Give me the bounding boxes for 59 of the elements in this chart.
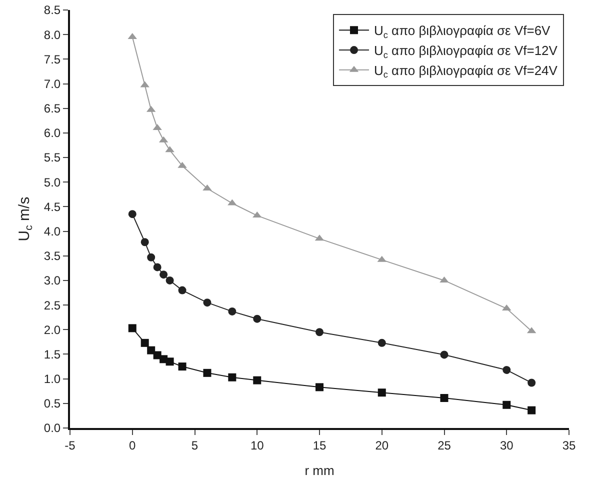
- point: [528, 378, 536, 387]
- point: [502, 400, 511, 409]
- y-tick-label: 8.5: [44, 3, 61, 18]
- point: [253, 376, 262, 384]
- x-tick-label: 5: [191, 438, 198, 452]
- y-tick-label: 6.5: [44, 102, 61, 116]
- legend-label: U$_{c}$ απο βιβλιογραφία σε Vf=12V: [374, 43, 558, 60]
- point: [178, 362, 186, 371]
- x-tick-label: 0: [129, 438, 136, 452]
- point: [378, 338, 386, 347]
- point: [166, 358, 174, 366]
- x-tick-label: 20: [375, 438, 389, 452]
- point: [228, 373, 236, 382]
- point: [140, 238, 149, 246]
- x-tick-label: -5: [64, 438, 76, 452]
- y-tick-label: 3.5: [44, 249, 61, 264]
- point: [228, 307, 236, 316]
- y-tick-label: 7.5: [44, 52, 61, 66]
- point: [378, 388, 386, 397]
- y-tick-label: 7.0: [44, 76, 61, 91]
- x-tick-label: 10: [250, 438, 264, 452]
- x-tick-label: 15: [312, 438, 326, 452]
- x-tick-label: 30: [500, 438, 514, 452]
- point: [502, 366, 511, 374]
- point: [147, 253, 156, 262]
- point: [203, 368, 212, 377]
- point: [153, 263, 162, 272]
- point: [203, 298, 212, 307]
- y-tick-label: 8.0: [44, 28, 61, 42]
- y-tick-label: 6.0: [44, 126, 61, 140]
- y-tick-label: 4.0: [44, 224, 61, 238]
- legend-label: U$_{c}$ απο βιβλιογραφία σε Vf=24V: [374, 63, 558, 80]
- point: [160, 270, 168, 279]
- point: [140, 338, 149, 347]
- x-tick-label: 25: [438, 438, 452, 452]
- point: [440, 394, 448, 402]
- x-axis-title: r mm: [304, 463, 334, 478]
- point: [166, 276, 174, 284]
- point: [178, 286, 186, 294]
- point: [128, 324, 136, 332]
- y-tick-label: 5.0: [44, 175, 61, 190]
- point: [147, 346, 156, 354]
- y-tick-label: 1.5: [44, 347, 61, 362]
- y-tick-label: 5.5: [44, 150, 61, 165]
- y-tick-label: 0.0: [44, 421, 61, 436]
- point: [316, 328, 324, 336]
- point: [253, 314, 262, 323]
- x-tick-label: 35: [562, 438, 576, 452]
- legend-label: U$_{c}$ απο βιβλιογραφία σε Vf=6V: [374, 23, 551, 40]
- point: [128, 210, 136, 218]
- point: [528, 406, 536, 414]
- y-tick-label: 3.0: [44, 274, 61, 288]
- point: [440, 350, 448, 359]
- point: [316, 383, 324, 392]
- y-tick-label: 2.5: [44, 298, 61, 312]
- y-tick-label: 2.0: [44, 322, 61, 337]
- y-tick-label: 0.5: [44, 396, 61, 411]
- y-tick-label: 4.5: [44, 200, 61, 214]
- y-tick-label: 1.0: [44, 372, 61, 386]
